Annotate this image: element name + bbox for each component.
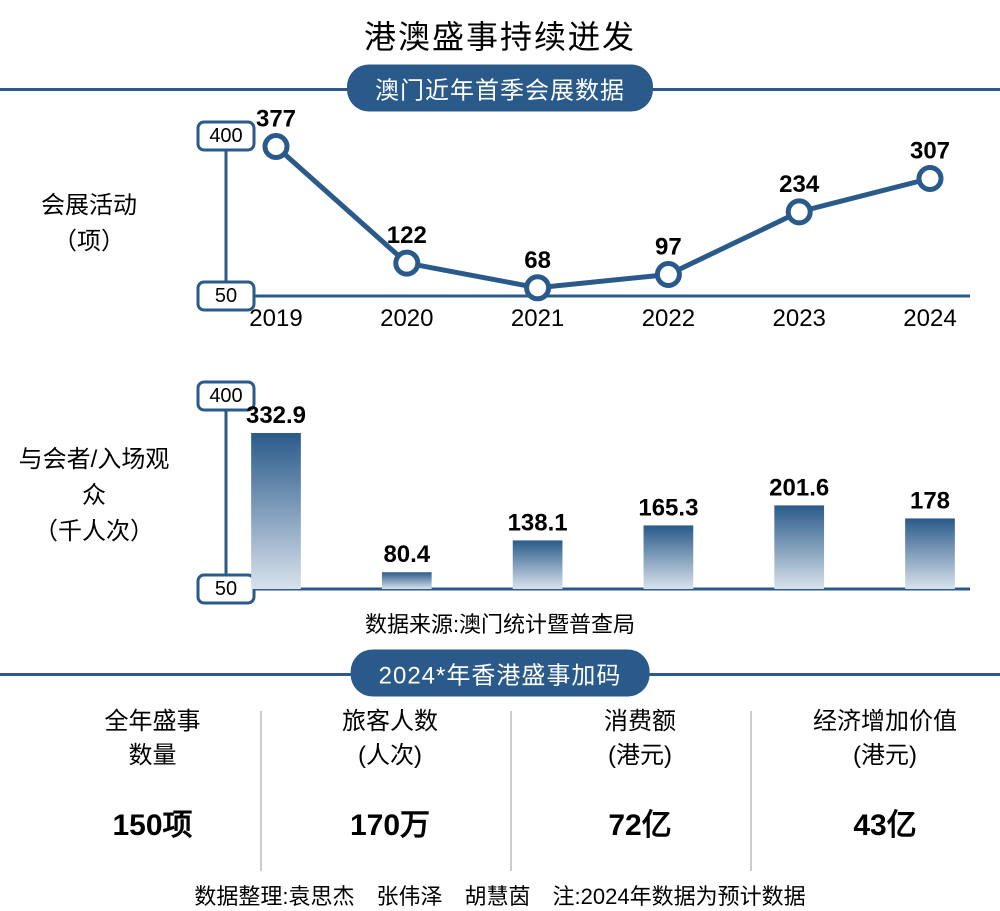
line-chart: 会展活动 （项） 4005037720191222020682021972022… [20, 114, 980, 386]
section2-label: 2024*年香港盛事加码 [351, 650, 650, 697]
bar-chart-ylabel: 与会者/入场观众 （千人次） [8, 442, 180, 550]
stat-label: 消费额(港元) [565, 705, 715, 772]
bar-chart-plot: 40050332.980.4138.1165.3201.6178 [170, 386, 970, 595]
section2-header: 2024*年香港盛事加码 [0, 651, 1000, 695]
svg-text:165.3: 165.3 [638, 494, 698, 521]
stat-col: 经济增加价值(港元) 43亿 [790, 705, 980, 844]
ylabel2-l2: （千人次） [8, 514, 180, 550]
svg-text:122: 122 [387, 222, 427, 249]
bar-chart: 与会者/入场观众 （千人次） 40050332.980.4138.1165.32… [20, 386, 980, 601]
stat-label: 经济增加价值(港元) [790, 705, 980, 772]
stat-label: 全年盛事数量 [60, 705, 245, 772]
stat-value: 170万 [295, 800, 485, 844]
stat-value: 43亿 [790, 800, 980, 844]
source-line-2: 数据整理:袁思杰 张伟泽 胡慧茵 注:2024年数据为预计数据 [0, 879, 1000, 911]
stat-separator [750, 711, 752, 871]
page-title: 港澳盛事持续迸发 [0, 0, 1000, 58]
stat-label: 旅客人数(人次) [295, 705, 485, 772]
stat-separator [510, 711, 512, 871]
svg-text:2019: 2019 [249, 305, 302, 332]
section1-label: 澳门近年首季会展数据 [347, 65, 653, 112]
svg-text:80.4: 80.4 [383, 541, 430, 568]
stats-row: 全年盛事数量 150项 旅客人数(人次) 170万 消费额(港元) 72亿 经济增加价值(港… [20, 705, 980, 875]
svg-text:138.1: 138.1 [508, 509, 568, 536]
line-chart-ylabel: 会展活动 （项） [24, 188, 154, 260]
stat-col: 消费额(港元) 72亿 [565, 705, 715, 844]
svg-text:2023: 2023 [773, 305, 826, 332]
stat-separator [260, 711, 262, 871]
ylabel-l1: 会展活动 [24, 188, 154, 224]
ylabel-l2: （项） [24, 224, 154, 260]
svg-text:2022: 2022 [642, 305, 695, 332]
stat-col: 全年盛事数量 150项 [60, 705, 245, 844]
stat-value: 150项 [60, 800, 245, 844]
svg-text:307: 307 [910, 138, 950, 165]
svg-text:400: 400 [209, 385, 242, 407]
stat-value: 72亿 [565, 800, 715, 844]
ylabel2-l1: 与会者/入场观众 [8, 442, 180, 514]
svg-text:377: 377 [256, 106, 296, 133]
svg-text:2021: 2021 [511, 305, 564, 332]
line-chart-plot: 4005037720191222020682021972022234202330… [170, 124, 970, 338]
stat-col: 旅客人数(人次) 170万 [295, 705, 485, 844]
svg-text:68: 68 [524, 247, 551, 274]
svg-text:201.6: 201.6 [769, 474, 829, 501]
svg-text:178: 178 [910, 487, 950, 514]
svg-text:400: 400 [209, 125, 242, 147]
svg-text:50: 50 [215, 285, 237, 307]
source-line-1: 数据来源:澳门统计暨普查局 [0, 607, 1000, 649]
svg-text:50: 50 [215, 578, 237, 600]
svg-text:234: 234 [779, 171, 820, 198]
svg-text:2024: 2024 [903, 305, 956, 332]
section1-header: 澳门近年首季会展数据 [0, 66, 1000, 110]
svg-text:332.9: 332.9 [246, 402, 306, 429]
svg-text:2020: 2020 [380, 305, 433, 332]
svg-text:97: 97 [655, 234, 682, 261]
